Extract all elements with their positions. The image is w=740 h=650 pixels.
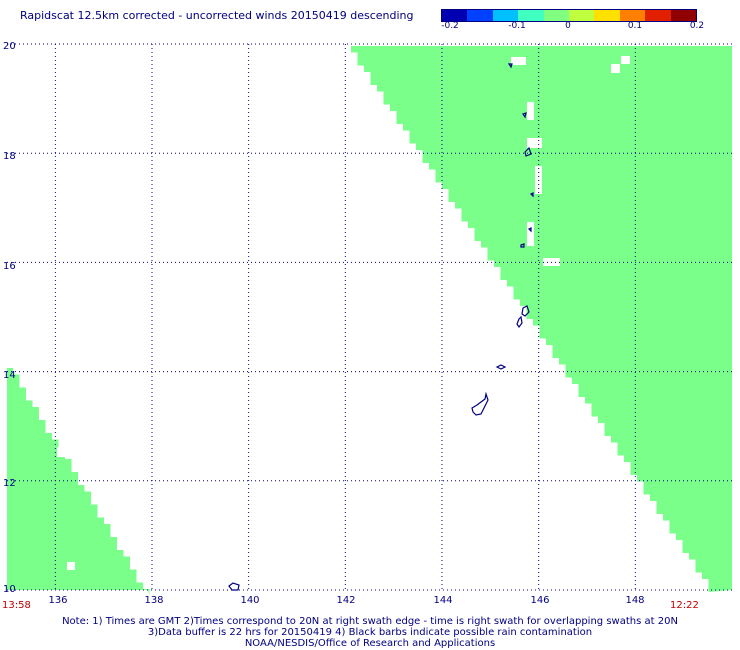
swath-east	[350, 46, 732, 592]
lon-tick-label: 148	[625, 595, 644, 606]
data-gap-cell	[527, 102, 534, 120]
note-line: NOAA/NESDIS/Office of Research and Appli…	[244, 638, 496, 649]
data-gap-cell	[621, 56, 630, 64]
colorbar-segment	[569, 10, 595, 21]
lon-tick-label: 146	[530, 595, 549, 606]
colorbar-segment	[543, 10, 570, 21]
coast-saipan-tinian	[516, 305, 530, 329]
colorbar-label: -0.1	[508, 21, 526, 31]
time-left: 13:58	[2, 600, 31, 611]
lat-tick-label: 16	[3, 261, 16, 272]
lat-tick-label: 18	[3, 151, 16, 162]
map-grid	[7, 43, 732, 591]
colorbar-segment	[467, 10, 494, 21]
lat-tick-label: 20	[3, 41, 16, 52]
colorbar-label: 0.2	[689, 21, 705, 31]
axis-labels: 20 18 16 14 12 10 136 138 140 142 144 14…	[2, 41, 699, 611]
lon-tick-label: 144	[433, 595, 452, 606]
coastlines	[228, 63, 534, 591]
note-line: Note: 1) Times are GMT 2)Times correspon…	[62, 616, 678, 627]
coast-parece-vela	[228, 582, 240, 591]
data-gap-cell	[527, 222, 534, 246]
data-gap-cell	[57, 447, 67, 457]
data-gap-cell	[511, 57, 526, 65]
lon-tick-label: 142	[336, 595, 355, 606]
coast-north-islets	[507, 63, 534, 248]
swath-east-area	[350, 46, 732, 592]
data-gap-cell	[611, 64, 620, 73]
colorbar-label: 0	[565, 21, 571, 31]
colorbar-segment	[492, 10, 519, 21]
coast-guam	[471, 391, 489, 416]
lon-tick-label: 138	[144, 595, 163, 606]
colorbar-segment	[645, 10, 672, 21]
colorbar-segment	[518, 10, 545, 21]
colorbar-segment	[670, 10, 697, 21]
colorbar-segment	[594, 10, 621, 21]
colorbar-label: 0.1	[627, 21, 643, 31]
colorbar-segment	[442, 10, 468, 21]
lon-tick-label: 140	[240, 595, 259, 606]
swath-west-area	[7, 368, 150, 596]
coast-rota	[495, 364, 507, 370]
data-gap-cell	[67, 562, 75, 570]
time-right: 12:22	[670, 600, 699, 611]
lon-tick-label: 136	[48, 595, 67, 606]
note-line: 3)Data buffer is 22 hrs for 20150419 4) …	[147, 627, 593, 638]
data-gap-cell	[527, 138, 542, 148]
lat-tick-label: 14	[3, 370, 16, 381]
colorbar-label: -0.2	[441, 21, 459, 31]
coast-pagan	[524, 146, 532, 157]
lat-tick-label: 12	[3, 478, 16, 489]
colorbar-segment	[619, 10, 646, 21]
lat-tick-label: 10	[3, 584, 16, 595]
notes: Note: 1) Times are GMT 2)Times correspon…	[0, 616, 740, 649]
swath-west	[7, 368, 150, 596]
map-title: Rapidscat 12.5km corrected - uncorrected…	[20, 9, 414, 22]
colorbar	[441, 9, 697, 22]
